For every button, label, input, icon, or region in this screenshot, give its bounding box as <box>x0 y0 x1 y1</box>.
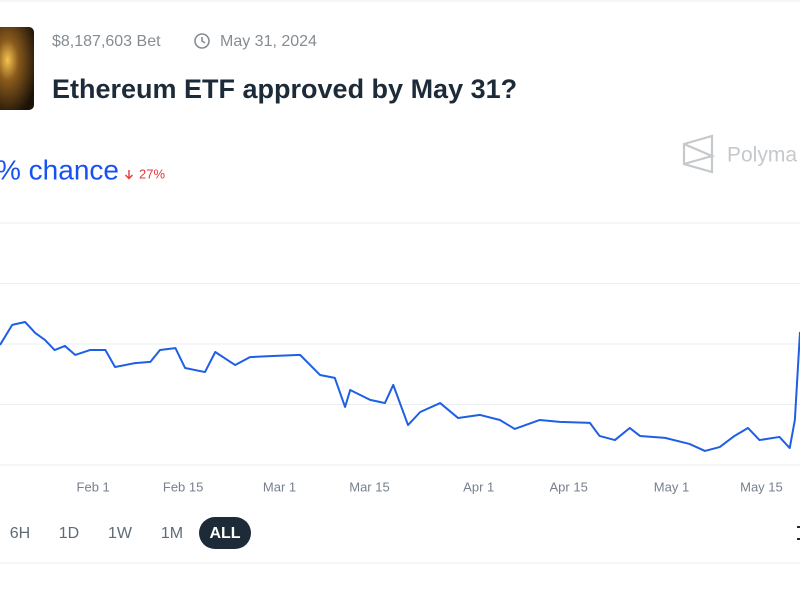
logo-text: Polyma <box>727 144 797 167</box>
x-tick-label: Mar 15 <box>349 479 389 494</box>
x-tick-label: Feb 1 <box>77 479 110 494</box>
market-image[interactable] <box>0 27 34 110</box>
price-line <box>0 320 800 452</box>
range-button[interactable]: ALL <box>209 525 240 542</box>
x-tick-label: May 15 <box>740 479 783 494</box>
range-button-bg[interactable] <box>199 517 251 549</box>
clock-icon <box>194 33 210 49</box>
bet-volume: $8,187,603 Bet <box>52 33 161 50</box>
down-arrow <box>125 170 133 180</box>
range-button[interactable]: 1M <box>161 525 183 542</box>
x-tick-label: Apr 15 <box>550 479 588 494</box>
market-title: Ethereum ETF approved by May 31? <box>52 74 517 104</box>
chance-label: % chance <box>0 154 119 185</box>
range-button[interactable]: 1D <box>59 525 79 542</box>
range-button[interactable]: 1W <box>108 525 133 542</box>
chart: Feb 1 Feb 15 Mar 1 Mar 15 Apr 1 Apr 15 May 1 Ma… <box>0 222 800 494</box>
x-tick-label: Mar 1 <box>263 479 296 494</box>
x-tick-label: May 1 <box>654 479 689 494</box>
x-tick-label: Apr 1 <box>463 479 494 494</box>
x-tick-label: Feb 15 <box>163 479 203 494</box>
polymarket-logo <box>682 134 716 174</box>
range-buttons: 6H 1D 1W 1M ALL <box>10 517 251 549</box>
range-button[interactable]: 6H <box>10 525 30 542</box>
chance-change: 27% <box>139 166 165 181</box>
end-date: May 31, 2024 <box>220 33 317 50</box>
